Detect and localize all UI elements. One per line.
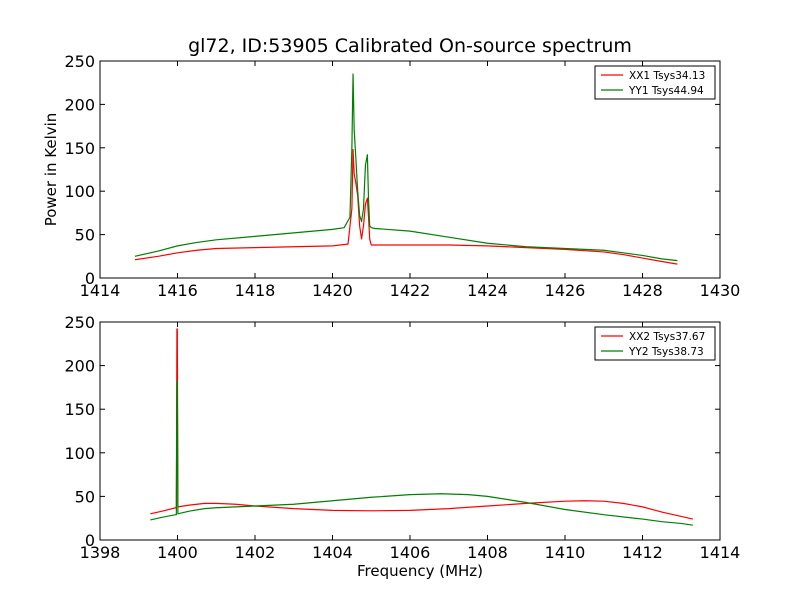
y-tick-label: 100 (64, 444, 95, 463)
y-tick-label: 200 (64, 357, 95, 376)
x-tick-label: 1418 (235, 281, 276, 300)
x-tick-label: 1412 (622, 543, 663, 562)
x-tick-label: 1430 (700, 281, 741, 300)
x-tick-label: 1402 (235, 543, 276, 562)
x-tick-label: 1406 (390, 543, 431, 562)
series-line-2 (150, 380, 693, 526)
y-tick-label: 150 (64, 400, 95, 419)
y-tick-label: 50 (75, 487, 95, 506)
x-tick-label: 1426 (545, 281, 586, 300)
legend-label: YY2 Tsys38.73 (628, 346, 704, 358)
x-tick-label: 1424 (467, 281, 508, 300)
legend-box (594, 65, 716, 100)
chart-title: gl72, ID:53905 Calibrated On-source spec… (188, 35, 632, 57)
x-tick-label: 1414 (700, 543, 741, 562)
top-panel: 1414 1416 1418 1420 1422 1424 1426 1428 1430 0 50 1… (42, 52, 740, 300)
y-tick-label: 0 (85, 269, 95, 288)
x-axis-label: Frequency (MHz) (357, 562, 483, 580)
series-line-1 (134, 148, 678, 265)
y-tick-label: 150 (64, 139, 95, 158)
y-tick-label: 250 (64, 313, 95, 332)
x-tick-label: 1400 (157, 543, 198, 562)
y-tick-label: 100 (64, 182, 95, 201)
legend: XX2 Tsys37.67 YY2 Tsys38.73 (594, 326, 716, 361)
series-line-2 (134, 73, 678, 262)
x-tick-label: 1408 (467, 543, 508, 562)
y-tick-label: 250 (64, 52, 95, 71)
x-tick-label: 1410 (545, 543, 586, 562)
legend-label: YY1 Tsys44.94 (628, 85, 704, 97)
y-tick-label: 200 (64, 95, 95, 114)
bottom-panel: 1398 1400 1402 1404 1406 1408 1410 1412 1414 0 50 1… (64, 313, 740, 580)
x-tick-label: 1416 (157, 281, 198, 300)
y-tick-label: 0 (85, 531, 95, 550)
legend-label: XX1 Tsys34.13 (629, 70, 705, 82)
y-tick-label: 50 (75, 226, 95, 245)
x-tick-label: 1428 (622, 281, 663, 300)
x-tick-label: 1422 (390, 281, 431, 300)
x-tick-label: 1420 (312, 281, 353, 300)
x-tick-label: 1414 (80, 281, 121, 300)
legend-label: XX2 Tsys37.67 (629, 331, 705, 343)
legend: XX1 Tsys34.13 YY1 Tsys44.94 (594, 65, 716, 100)
y-axis-label: Power in Kelvin (42, 113, 60, 227)
x-tick-label: 1398 (80, 543, 121, 562)
legend-box (594, 326, 716, 361)
x-tick-label: 1404 (312, 543, 353, 562)
series-line-1 (150, 328, 694, 520)
